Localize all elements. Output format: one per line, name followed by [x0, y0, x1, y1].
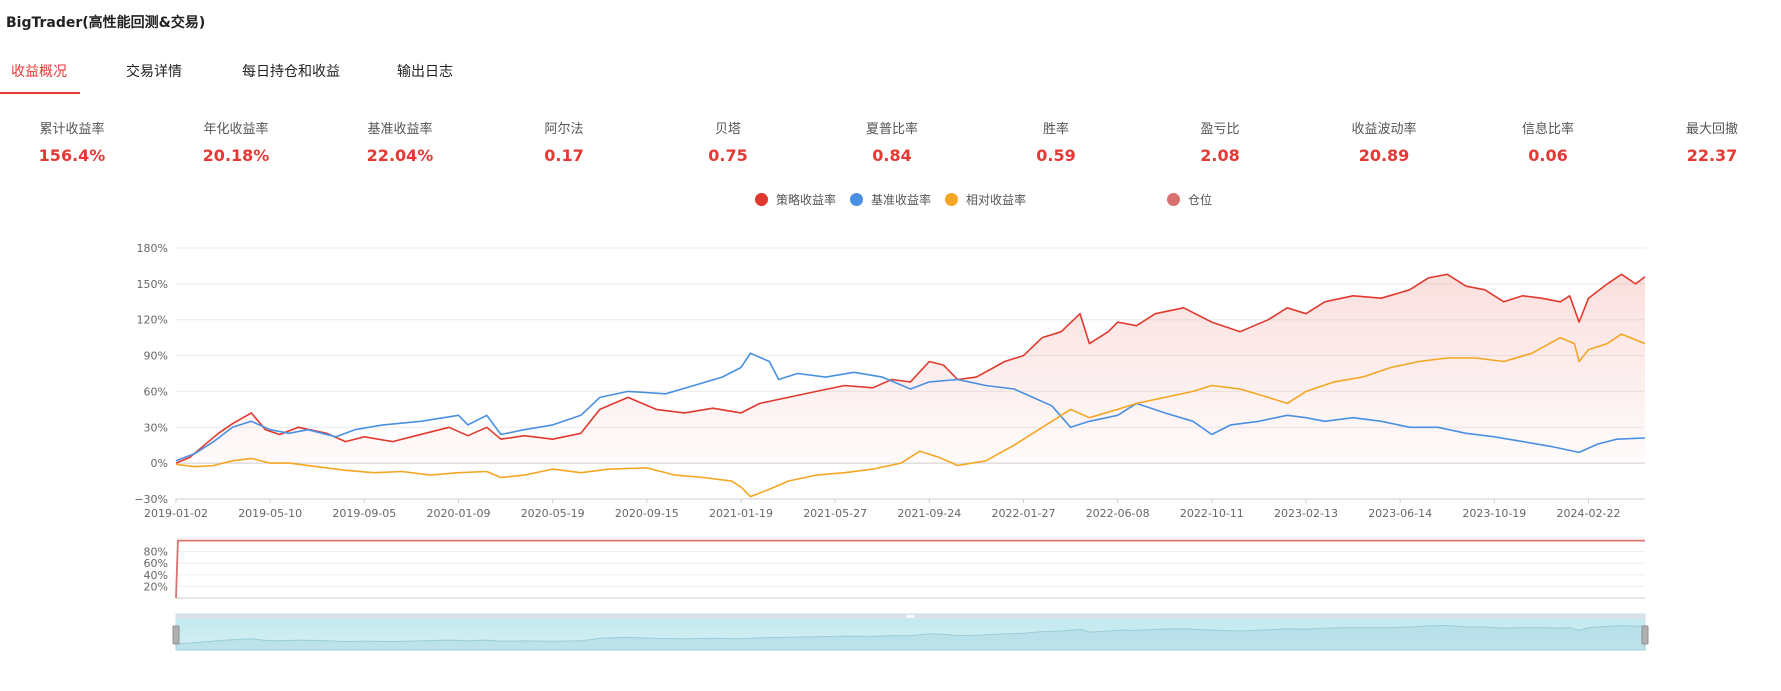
x-tick-label: 2020-09-15 [615, 507, 679, 520]
legend-dot-icon [1167, 193, 1180, 206]
metric-benchmark-return: 基准收益率 22.04% [325, 120, 475, 165]
metric-max-drawdown: 最大回撤 22.37 [1637, 120, 1781, 165]
metric-label: 夏普比率 [865, 122, 918, 137]
tab-overview[interactable]: 收益概况 [11, 64, 67, 80]
y-tick-label: 90% [144, 350, 168, 363]
y-tick-label: −30% [134, 493, 168, 506]
metric-win-rate: 胜率 0.59 [981, 120, 1131, 165]
x-tick-label: 2022-01-27 [992, 507, 1056, 520]
y-tick-label: 30% [144, 421, 168, 434]
navigator-left-handle[interactable] [172, 625, 180, 645]
position-y-tick-label: 80% [144, 546, 168, 559]
series-line-1 [175, 352, 1646, 462]
position-y-tick-label: 20% [144, 580, 168, 593]
x-tick-label: 2020-01-09 [427, 507, 491, 520]
legend-item-benchmark[interactable]: 基准收益率 [850, 190, 931, 210]
metric-value: 22.37 [1686, 146, 1738, 165]
legend-item-relative[interactable]: 相对收益率 [945, 190, 1026, 210]
x-tick-label: 2023-10-19 [1462, 507, 1526, 520]
metric-value: 0.59 [1036, 146, 1076, 165]
navigator-area [175, 624, 1646, 651]
navigator-right-handle[interactable] [1641, 625, 1649, 645]
metric-label: 阿尔法 [544, 122, 584, 137]
legend-item-strategy[interactable]: 策略收益率 [755, 190, 836, 210]
x-tick-label: 2023-02-13 [1274, 507, 1338, 520]
metric-label: 胜率 [1042, 122, 1069, 137]
metric-annualized-return: 年化收益率 20.18% [161, 120, 311, 165]
metric-value: 0.06 [1528, 146, 1568, 165]
x-tick-label: 2020-05-19 [521, 507, 585, 520]
metric-cumulative-return: 累计收益率 156.4% [0, 120, 147, 165]
metric-label: 贝塔 [714, 122, 741, 137]
y-tick-label: 60% [144, 385, 168, 398]
y-tick-label: 0% [151, 457, 168, 470]
metric-value: 2.08 [1200, 146, 1240, 165]
series-area-0 [176, 274, 1645, 464]
position-y-tick-label: 60% [144, 557, 168, 570]
tab-daily-holdings[interactable]: 每日持仓和收益 [242, 64, 340, 80]
legend-label: 基准收益率 [871, 193, 932, 207]
metric-value: 20.89 [1358, 146, 1410, 165]
position-line [175, 539, 1645, 599]
tab-output-log[interactable]: 输出日志 [397, 64, 453, 80]
x-tick-label: 2021-09-24 [897, 507, 961, 520]
legend-dot-icon [850, 193, 863, 206]
x-tick-label: 2019-09-05 [332, 507, 396, 520]
x-tick-label: 2022-06-08 [1086, 507, 1150, 520]
legend-item-position[interactable]: 仓位 [1167, 190, 1212, 210]
tab-bar: 收益概况 交易详情 每日持仓和收益 输出日志 [0, 52, 1781, 94]
metric-label: 收益波动率 [1351, 122, 1417, 137]
metric-label: 年化收益率 [203, 122, 269, 137]
metric-information-ratio: 信息比率 0.06 [1473, 120, 1623, 165]
metric-value: 0.17 [544, 146, 584, 165]
y-tick-label: 120% [137, 314, 168, 327]
metric-value: 22.04% [366, 146, 434, 165]
legend-label: 仓位 [1188, 193, 1213, 207]
navigator-drag-grip[interactable] [906, 615, 915, 618]
legend-label: 策略收益率 [776, 193, 837, 207]
x-tick-label: 2022-10-11 [1180, 507, 1244, 520]
metric-volatility: 收益波动率 20.89 [1309, 120, 1459, 165]
metric-value: 0.84 [872, 146, 912, 165]
x-tick-label: 2023-06-14 [1368, 507, 1432, 520]
legend-dot-icon [945, 193, 958, 206]
metric-label: 基准收益率 [367, 122, 433, 137]
x-tick-label: 2019-05-10 [238, 507, 302, 520]
x-tick-label: 2024-02-22 [1557, 507, 1621, 520]
metric-sharpe: 夏普比率 0.84 [817, 120, 967, 165]
metrics-bar: 累计收益率 156.4% 年化收益率 20.18% 基准收益率 22.04% 阿… [0, 120, 1781, 180]
metric-beta: 贝塔 0.75 [653, 120, 803, 165]
x-tick-label: 2021-01-19 [709, 507, 773, 520]
metric-alpha: 阿尔法 0.17 [489, 120, 639, 165]
metric-value: 156.4% [38, 146, 106, 165]
y-tick-label: 180% [137, 242, 168, 255]
app-title: BigTrader(高性能回测&交易) [6, 15, 206, 31]
tab-active-indicator [0, 92, 80, 94]
metric-label: 累计收益率 [39, 122, 105, 137]
metric-label: 信息比率 [1521, 122, 1574, 137]
y-tick-label: 150% [137, 278, 168, 291]
legend-dot-icon [755, 193, 768, 206]
x-tick-label: 2019-01-02 [144, 507, 208, 520]
tab-trade-details[interactable]: 交易详情 [126, 64, 182, 80]
x-tick-label: 2021-05-27 [803, 507, 867, 520]
legend-label: 相对收益率 [966, 193, 1027, 207]
metric-value: 20.18% [202, 146, 270, 165]
series-line-2 [175, 333, 1646, 498]
chart-legend: 策略收益率 基准收益率 相对收益率 仓位 [0, 190, 1781, 210]
metric-value: 0.75 [708, 146, 748, 165]
position-y-tick-label: 40% [144, 569, 168, 582]
metric-profit-loss-ratio: 盈亏比 2.08 [1145, 120, 1295, 165]
metric-label: 盈亏比 [1200, 122, 1240, 137]
metric-label: 最大回撤 [1685, 122, 1738, 137]
